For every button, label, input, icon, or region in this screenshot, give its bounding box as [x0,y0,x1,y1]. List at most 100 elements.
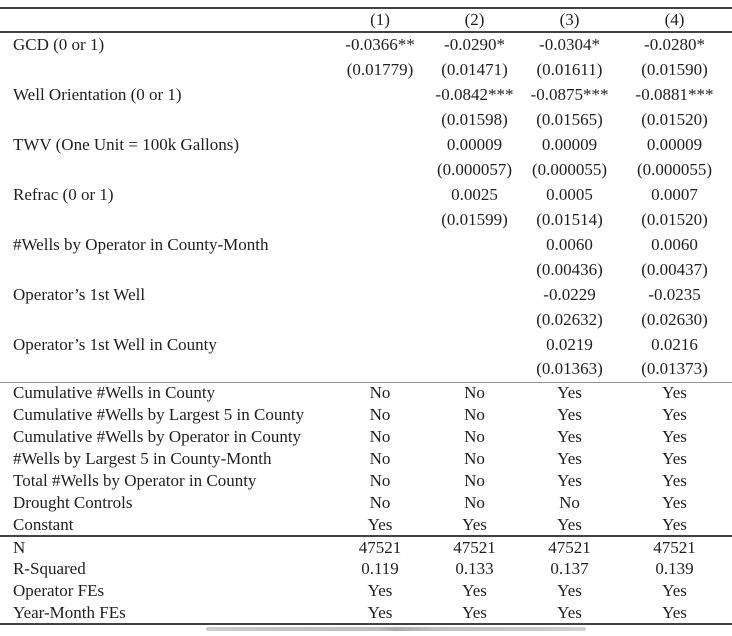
coefficient-row: TWV (One Unit = 100k Gallons) 0.00009 0.00… [0,132,732,157]
value-cell: 47521 [653,537,696,557]
value-cell: -0.0304* [539,35,600,54]
row-label: Operator’s 1st Well [13,284,146,304]
summary-row: N 47521 47521 47521 47521 [0,536,732,558]
std-error-row: (0.02632) (0.02630) [0,307,732,332]
value-cell: -0.0875*** [530,84,609,104]
value-cell: (0.01599) [441,209,508,229]
summary-row: Operator FEs Yes Yes Yes Yes [0,580,732,602]
row-label [0,157,333,182]
regression-table: (1) (2) (3) (4) GCD (0 or 1) -0.0366** -0.… [0,7,732,625]
value-cell: 47521 [358,537,402,557]
value-cell: No [464,449,485,468]
control-row: Total #Wells by Operator in County No No Ye… [0,470,732,492]
value-cell: (0.000057) [436,159,513,179]
row-label: Well Orientation (0 or 1) [13,84,182,104]
value-cell [427,257,522,282]
value-cell [333,282,427,307]
value-cell: 47521 [453,537,496,557]
value-cell: (0.02632) [536,309,603,329]
value-cell: (0.02630) [641,309,708,329]
value-cell: 0.00009 [446,134,503,154]
value-cell: 0.0005 [546,184,593,204]
value-cell: -0.0235 [648,284,701,304]
value-cell [333,157,427,182]
value-cell: Yes [557,581,582,600]
value-cell: (0.00436) [536,259,603,279]
value-cell [333,207,427,232]
controls-section: Cumulative #Wells in County No No Yes Yes Cum… [0,382,732,536]
summary-section: N 47521 47521 47521 47521 R-Squared 0.119 0.133… [0,536,732,624]
row-label: R-Squared [13,559,86,578]
row-label: Cumulative #Wells by Largest 5 in County [13,405,305,424]
std-error-row: (0.01363) (0.01373) [0,357,732,382]
value-cell: (0.01514) [536,209,603,229]
row-label [0,207,333,232]
coefficient-row: Well Orientation (0 or 1) -0.0842*** -0.08… [0,82,732,107]
value-cell: Yes [462,602,487,622]
value-cell: 0.119 [361,559,399,578]
value-cell: 0.00009 [541,134,598,154]
value-cell: (0.01565) [536,109,603,129]
value-cell [333,182,427,207]
value-cell: -0.0881*** [635,84,714,104]
value-cell [427,307,522,332]
value-cell: Yes [662,449,687,468]
value-cell: 0.133 [455,559,494,578]
control-row: Constant Yes Yes Yes Yes [0,514,732,536]
std-error-row: (0.000057) (0.000055) (0.000055) [0,157,732,182]
value-cell: Yes [462,581,487,600]
column-header-4: (4) [664,10,685,29]
value-cell: Yes [557,514,582,534]
row-label: Operator FEs [13,581,105,600]
row-label: Refrac (0 or 1) [13,184,114,204]
control-row: Drought Controls No No No Yes [0,492,732,514]
value-cell: (0.000055) [531,159,608,179]
header-row: (1) (2) (3) (4) [0,8,732,32]
value-cell [333,257,427,282]
row-label [0,307,333,332]
value-cell: Yes [662,471,687,490]
value-cell: No [464,471,485,490]
value-cell: Yes [557,449,582,468]
value-cell: Yes [662,514,687,534]
summary-row: Year-Month FEs Yes Yes Yes Yes [0,602,732,624]
value-cell: No [464,383,485,403]
row-label: GCD (0 or 1) [13,35,105,54]
std-error-row: (0.01598) (0.01565) (0.01520) [0,107,732,132]
coefficient-row: Operator’s 1st Well -0.0229 -0.0235 [0,282,732,307]
value-cell: Yes [662,427,687,446]
value-cell: Yes [462,514,487,534]
value-cell: Yes [662,602,687,622]
header-label-cell [0,8,333,32]
value-cell [427,332,522,357]
value-cell: 0.0216 [651,334,698,354]
row-label: Year-Month FEs [13,602,126,622]
value-cell: Yes [557,471,582,490]
value-cell: Yes [557,427,582,446]
value-cell [427,357,522,382]
row-label: Drought Controls [13,493,133,512]
value-cell: Yes [557,602,582,622]
cropped-caption-remnant [206,627,586,631]
value-cell: Yes [367,581,393,600]
value-cell [333,307,427,332]
coefficient-row: GCD (0 or 1) -0.0366** -0.0290* -0.0304* -0.… [0,32,732,57]
value-cell: No [464,405,485,424]
control-row: #Wells by Largest 5 in County-Month No No Y… [0,448,732,470]
value-cell: No [559,493,580,512]
row-label: Cumulative #Wells in County [13,383,216,403]
coefficient-section: GCD (0 or 1) -0.0366** -0.0290* -0.0304* -0.… [0,32,732,382]
value-cell: 0.137 [550,559,589,578]
value-cell: Yes [662,581,687,600]
value-cell: No [369,405,391,424]
value-cell: 0.139 [655,559,694,578]
value-cell: -0.0290* [444,35,505,54]
value-cell: No [464,427,485,446]
row-label: Cumulative #Wells by Operator in County [13,427,302,446]
value-cell [333,357,427,382]
value-cell: -0.0842*** [435,84,514,104]
coefficient-row: Operator’s 1st Well in County 0.0219 0.021… [0,332,732,357]
value-cell [333,332,427,357]
control-row: Cumulative #Wells by Operator in County N… [0,426,732,448]
row-label: #Wells by Operator in County-Month [13,234,269,254]
